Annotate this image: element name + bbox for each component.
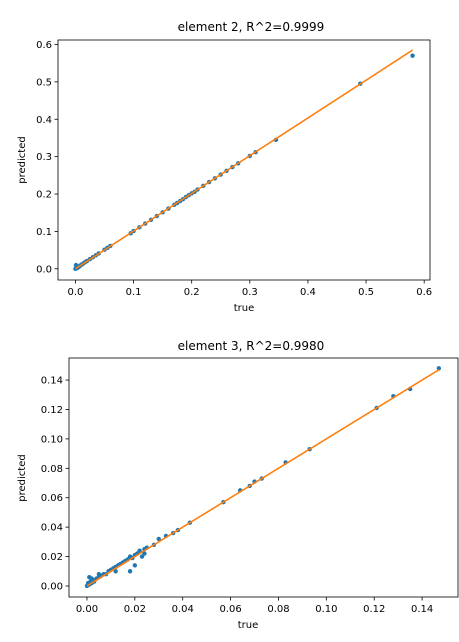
x-axis-label: true <box>238 620 259 631</box>
x-tick-label: 0.6 <box>416 287 432 298</box>
y-tick-label: 0.12 <box>41 405 63 416</box>
chart-title: element 2, R^2=0.9999 <box>178 20 325 34</box>
x-ticks: 0.00 0.02 0.04 0.06 0.08 0.10 0.12 0.14 <box>76 597 433 615</box>
x-tick-label: 0.04 <box>172 604 194 615</box>
marks-layer <box>84 366 442 589</box>
data-point <box>132 563 138 568</box>
x-tick-label: 0.2 <box>184 287 200 298</box>
y-axis-label: predicted <box>17 136 28 183</box>
data-point <box>113 569 118 574</box>
data-point <box>89 576 94 581</box>
data-point <box>436 366 442 371</box>
y-tick-label: 0.02 <box>41 552 63 563</box>
chart-element-3: element 3, R^2=0.9980 0.00 0.02 0.04 0.06 0.… <box>17 339 459 631</box>
x-tick-label: 0.14 <box>411 604 433 615</box>
fit-line <box>75 49 413 270</box>
plot-frame <box>68 357 459 598</box>
x-tick-label: 0.02 <box>124 604 146 615</box>
y-axis-label: predicted <box>17 454 28 501</box>
x-tick-label: 0.12 <box>363 604 385 615</box>
y-tick-label: 0.4 <box>36 115 52 126</box>
x-tick-label: 0.08 <box>267 604 289 615</box>
data-point <box>410 53 415 58</box>
x-tick-label: 0.10 <box>315 604 337 615</box>
data-point <box>142 551 147 556</box>
y-tick-label: 0.3 <box>36 152 52 163</box>
x-tick-label: 0.06 <box>219 604 241 615</box>
data-point <box>137 548 142 553</box>
y-tick-label: 0.06 <box>41 493 63 504</box>
y-tick-label: 0.14 <box>41 376 63 387</box>
x-tick-label: 0.00 <box>76 604 98 615</box>
data-point <box>96 572 102 577</box>
y-tick-label: 0.6 <box>36 40 52 51</box>
x-tick-label: 0.4 <box>300 287 316 298</box>
chart-title: element 3, R^2=0.9980 <box>178 339 325 353</box>
x-tick-label: 0.1 <box>126 287 142 298</box>
y-tick-label: 0.2 <box>36 190 52 201</box>
y-tick-label: 0.10 <box>41 434 63 445</box>
x-ticks: 0.0 0.1 0.2 0.3 0.4 0.5 0.6 <box>67 280 432 298</box>
plot-frame <box>57 39 431 281</box>
y-ticks: 0.0 0.1 0.2 0.3 0.4 0.5 0.6 <box>36 40 58 275</box>
x-tick-label: 0.0 <box>67 287 83 298</box>
y-tick-label: 0.04 <box>41 523 63 534</box>
x-axis-label: true <box>234 303 255 314</box>
fit-line <box>86 369 440 587</box>
y-tick-label: 0.5 <box>36 77 52 88</box>
data-point <box>139 554 145 559</box>
chart-element-2: element 2, R^2=0.9999 0.0 0.1 0.2 0.3 0.4 0.5… <box>17 20 432 314</box>
data-point <box>156 536 161 542</box>
y-ticks: 0.00 0.02 0.04 0.06 0.08 0.10 0.12 0.14 <box>41 376 69 592</box>
y-tick-label: 0.00 <box>41 581 63 592</box>
marks-layer <box>73 49 415 271</box>
y-tick-label: 0.1 <box>36 227 52 238</box>
x-tick-label: 0.5 <box>358 287 374 298</box>
data-point <box>127 569 133 574</box>
y-tick-label: 0.08 <box>41 464 63 475</box>
x-tick-label: 0.3 <box>242 287 258 298</box>
y-tick-label: 0.0 <box>36 264 52 275</box>
